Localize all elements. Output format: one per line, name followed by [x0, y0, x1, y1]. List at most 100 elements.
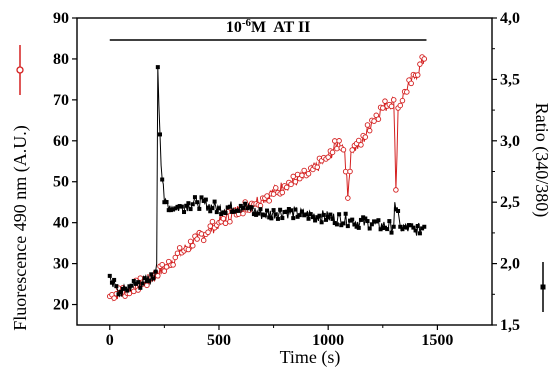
ratio-point — [133, 281, 138, 286]
left-tick-label: 30 — [53, 256, 69, 273]
fluorescence-point — [349, 147, 355, 153]
ratio-point — [306, 216, 311, 221]
ratio-point — [164, 200, 169, 205]
fluorescence-point — [273, 185, 279, 191]
treatment-annotation: 10-6M AT II — [109, 17, 427, 41]
ratio-point — [223, 211, 228, 216]
ratio-point — [326, 214, 331, 219]
ratio-point — [118, 289, 123, 294]
fluorescence-point — [209, 218, 216, 225]
ratio-series — [107, 65, 427, 298]
ratio-point — [138, 285, 143, 290]
fluorescence-point — [159, 261, 165, 268]
ratio-point — [299, 209, 304, 214]
right-tick-label: 3,5 — [500, 71, 520, 88]
left-tick-label: 60 — [53, 133, 69, 150]
ratio-point — [206, 205, 211, 210]
ratio-point — [409, 223, 414, 228]
ratio-point — [245, 206, 250, 211]
treatment-label: 10-6M AT II — [226, 17, 311, 36]
fluorescence-point — [364, 122, 371, 128]
fluorescence-point — [172, 254, 179, 261]
ratio-point — [162, 200, 167, 205]
left-axis-legend-key — [16, 45, 24, 95]
ratio-point — [398, 224, 403, 229]
ratio-point — [345, 224, 350, 229]
ratio-point — [256, 211, 261, 216]
ratio-point — [385, 227, 390, 232]
ratio-point — [391, 224, 396, 229]
ratio-point — [208, 209, 213, 214]
ratio-point — [127, 284, 132, 289]
ratio-point — [265, 208, 270, 213]
ratio-point — [417, 231, 422, 236]
ratio-point — [348, 218, 353, 223]
ratio-line — [109, 67, 425, 298]
fluorescence-point — [345, 195, 351, 201]
ratio-point — [271, 208, 276, 213]
ratio-point — [171, 207, 176, 212]
ratio-point — [302, 213, 307, 218]
fluorescence-point — [366, 127, 373, 134]
fluorescence-point — [220, 215, 227, 222]
ratio-point — [188, 207, 193, 212]
ratio-point — [295, 214, 300, 219]
ratio-point — [155, 65, 160, 70]
fluorescence-point — [331, 138, 338, 144]
fluorescence-point — [200, 237, 207, 244]
ratio-point — [278, 207, 283, 212]
ratio-point — [404, 225, 409, 230]
ratio-point — [407, 223, 411, 228]
ratio-point — [201, 198, 206, 203]
fluorescence-point — [266, 198, 272, 204]
fluorescence-point — [155, 273, 161, 279]
ratio-point — [402, 225, 407, 230]
ratio-point — [210, 206, 215, 211]
fluorescence-point — [222, 220, 229, 227]
fluorescence-point — [185, 246, 192, 253]
ratio-point — [332, 221, 337, 226]
treatment-agent: M AT II — [251, 19, 310, 36]
left-tick-label: 20 — [53, 297, 69, 314]
ratio-point — [363, 216, 368, 221]
right-axis-title: Ratio (340/380) — [531, 103, 552, 218]
ratio-point — [372, 219, 377, 224]
fluorescence-point — [283, 184, 290, 191]
fluorescence-point — [356, 137, 362, 144]
right-tick-label: 3,0 — [500, 133, 520, 150]
ratio-point — [221, 210, 226, 215]
fluorescence-point — [358, 142, 364, 148]
ratio-point — [195, 200, 200, 205]
ratio-point — [142, 276, 147, 281]
ratio-point — [365, 219, 370, 224]
ratio-point — [330, 216, 335, 221]
ratio-point — [337, 212, 342, 217]
ratio-point — [422, 224, 427, 229]
ratio-point — [247, 205, 252, 210]
fluorescence-point — [163, 264, 170, 270]
fluorescence-point — [227, 218, 233, 225]
left-tick-label: 70 — [53, 92, 69, 109]
left-tick-label: 40 — [53, 215, 69, 232]
fluorescence-point — [399, 97, 406, 104]
ratio-point — [273, 212, 278, 217]
treatment-concentration-base: 10 — [226, 19, 242, 36]
fluorescence-point — [299, 172, 305, 179]
fluorescence-point — [144, 282, 150, 289]
left-tick-label: 90 — [53, 10, 69, 27]
ratio-point — [282, 210, 287, 215]
ratio-point — [123, 286, 128, 291]
ratio-point — [376, 218, 381, 223]
ratio-point — [267, 215, 272, 220]
ratio-point — [400, 227, 405, 232]
ratio-point — [382, 225, 387, 230]
ratio-point — [393, 207, 398, 212]
right-axis-legend-key — [540, 262, 546, 312]
fluorescence-point — [111, 295, 117, 301]
ratio-point — [109, 280, 114, 285]
left-axis-ticks: 20 30 40 50 60 70 80 90 — [53, 10, 77, 314]
ratio-point — [321, 212, 326, 217]
ratio-point — [175, 204, 180, 209]
ratio-point — [197, 206, 202, 211]
ratio-point — [153, 269, 158, 274]
